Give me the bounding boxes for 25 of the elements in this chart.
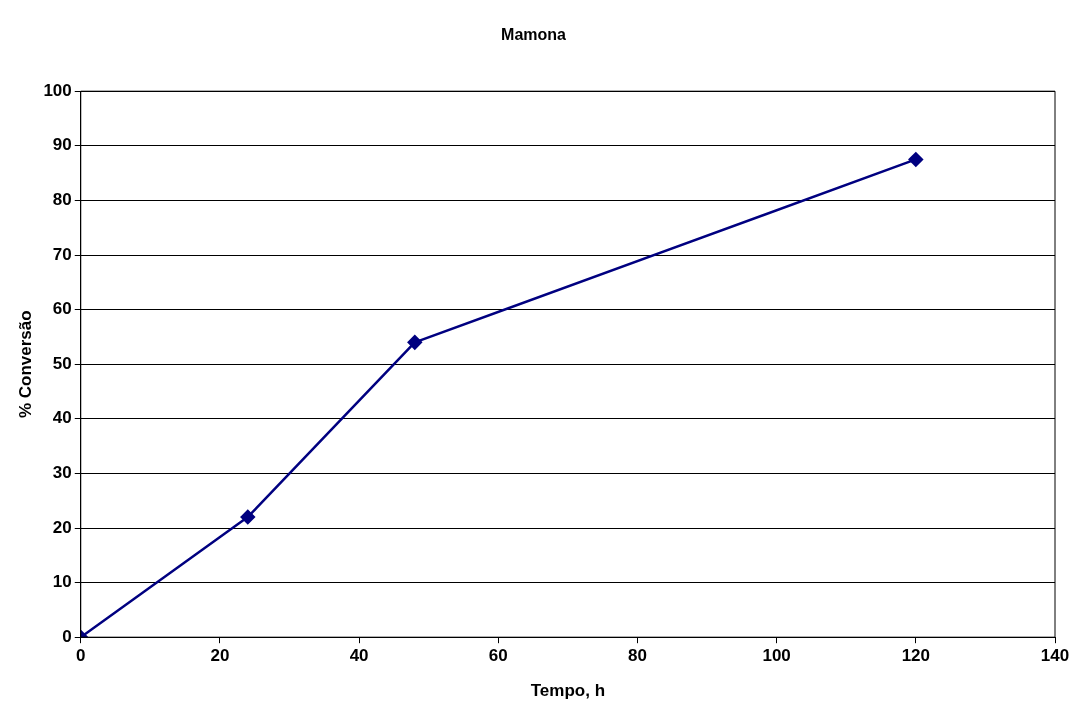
y-tick-label: 0 [62, 626, 72, 646]
x-tick-label: 20 [210, 646, 230, 666]
y-tick-label: 90 [52, 135, 72, 155]
y-tick-label: 50 [52, 353, 72, 373]
chart-title: Mamona [501, 26, 567, 44]
y-axis-title: % Conversão [15, 310, 35, 419]
y-tick-label: 70 [52, 244, 72, 264]
y-tick-label: 40 [52, 408, 72, 428]
x-tick-label: 40 [349, 646, 369, 666]
point [908, 152, 924, 167]
y-tick-label: 60 [52, 299, 72, 319]
y-tick-label: 100 [43, 80, 72, 100]
x-tick-label: 120 [901, 646, 931, 666]
x-tick-label: 0 [76, 646, 86, 666]
y-tick-label: 20 [52, 517, 72, 537]
y-tick-label: 10 [52, 572, 72, 592]
y-tick-label: 30 [52, 463, 72, 483]
x-axis-title: Tempo, h [530, 681, 606, 701]
point [407, 335, 423, 350]
x-tick-label: 140 [1040, 646, 1070, 666]
point [240, 509, 256, 525]
x-tick-label: 80 [628, 646, 647, 666]
x-tick-label: 100 [762, 646, 791, 666]
y-tick-label: 80 [52, 190, 72, 210]
x-tick-label: 60 [488, 646, 508, 666]
